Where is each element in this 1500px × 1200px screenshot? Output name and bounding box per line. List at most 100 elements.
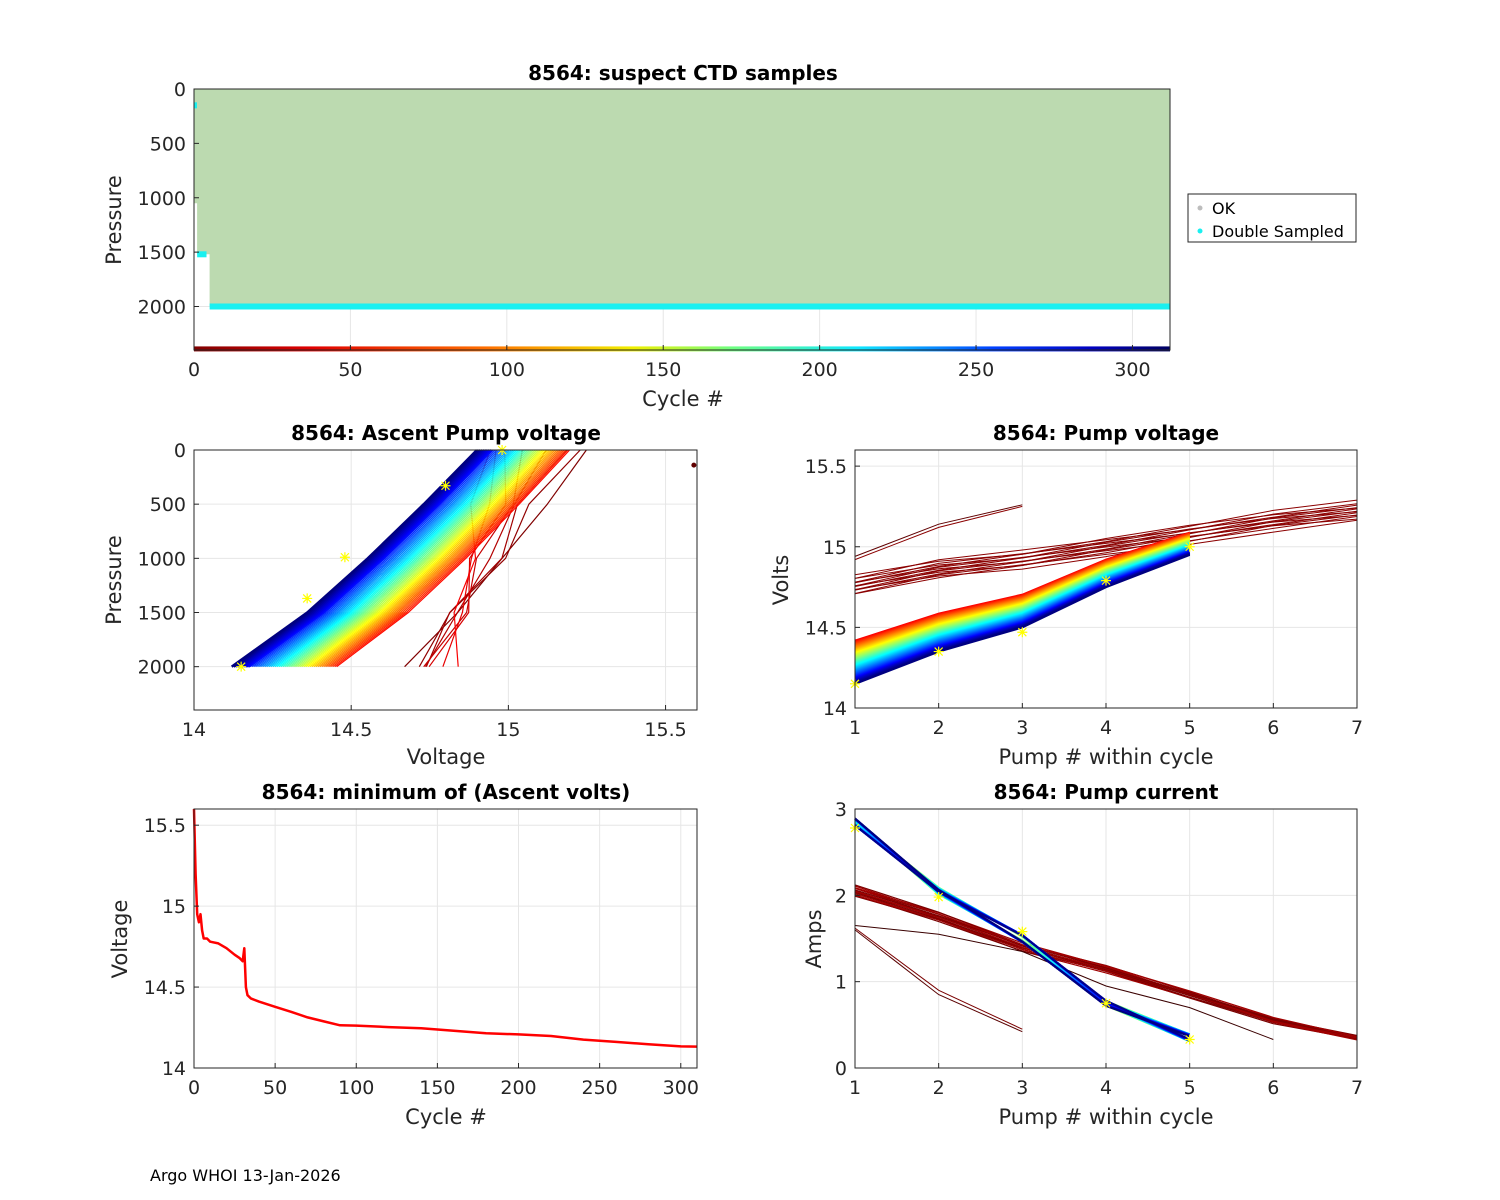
ok-samples-area: [194, 89, 1170, 307]
ascent-profile-line: [260, 449, 503, 668]
ascent-profile-line: [270, 449, 512, 668]
ascent-profile-line: [313, 449, 551, 668]
y-tick-label: 0: [174, 440, 186, 462]
profile-lines: [230, 445, 697, 672]
star-marker: [339, 552, 350, 563]
ascent-profile-line: [324, 449, 560, 668]
y-tick-label: 14.5: [144, 977, 186, 999]
star-marker: [1017, 627, 1028, 638]
x-tick-label: 4: [1100, 717, 1112, 739]
x-tick-label: 50: [263, 1077, 287, 1099]
y-tick-label: 14: [162, 1058, 186, 1080]
current-lines: [850, 817, 1358, 1045]
ticks: 14 14.5 15 15.5 0 500 1000 1500 2000: [138, 440, 687, 741]
ascent-profile-line: [305, 449, 543, 668]
x-tick-label: 2: [933, 717, 945, 739]
x-tick-label: 250: [958, 359, 994, 381]
ticks: 0 50 100 150 200 250 300 14 14.5 15 15.5: [144, 815, 699, 1099]
early-cycle-line: [854, 503, 1358, 579]
x-tick-label: 100: [489, 359, 525, 381]
y-axis-label: Pressure: [102, 175, 126, 265]
y-axis-label: Pressure: [102, 535, 126, 625]
early-current-line: [854, 885, 1358, 1038]
star-marker: [1101, 575, 1111, 586]
y-tick-label: 2000: [138, 297, 186, 319]
x-axis-label: Cycle #: [642, 387, 724, 411]
y-tick-label: 1500: [138, 603, 186, 625]
x-tick-label: 5: [1184, 717, 1196, 739]
star-marker: [1184, 1034, 1195, 1045]
short-current-line: [854, 927, 1023, 1030]
star-marker: [440, 480, 451, 491]
ascent-profile-line: [328, 449, 563, 668]
ascent-profile-line: [276, 449, 518, 668]
ascent-profile-line: [284, 449, 525, 668]
plot-frame: [193, 449, 698, 711]
ascent-profile-line: [266, 449, 509, 668]
x-tick-label: 15: [496, 719, 520, 741]
ascent-profile-line: [256, 449, 500, 668]
x-tick-label: 6: [1267, 717, 1279, 739]
ctd-samples-panel: 8564: suspect CTD samples 0 50 100 150 200 25…: [102, 61, 1357, 411]
x-axis-label: Voltage: [407, 745, 486, 769]
early-cycle-line: [854, 511, 1358, 587]
ascent-pump-voltage-panel: 8564: Ascent Pump voltage 14 14.5 15 15.5 0 5…: [102, 421, 698, 769]
ascent-profile-line: [286, 449, 527, 668]
y-tick-label: 2000: [138, 657, 186, 679]
legend-ok-label: OK: [1212, 199, 1236, 218]
x-tick-label: 2: [933, 1077, 945, 1099]
double-sampled-marker: [194, 102, 197, 109]
ascent-profile-line: [315, 449, 552, 668]
ticks: 1 2 3 4 5 6 7 14 14.5 15 15.5: [805, 456, 1363, 739]
plot-area: [194, 809, 697, 1068]
x-tick-label: 300: [1114, 359, 1150, 381]
ascent-profile-line: [274, 449, 516, 668]
plot-frame: [193, 88, 1171, 351]
ascent-profile-line: [295, 449, 534, 668]
min-ascent-volts-panel: 8564: minimum of (Ascent volts) 0 50 100 15…: [108, 780, 699, 1129]
star-marker: [236, 661, 247, 672]
legend-double-label: Double Sampled: [1212, 222, 1344, 241]
x-tick-label: 4: [1100, 1077, 1112, 1099]
ascent-profile-line: [336, 449, 571, 668]
ascent-profile-line: [297, 449, 536, 668]
ascent-profile-line: [258, 449, 502, 668]
y-tick-label: 15.5: [144, 815, 186, 837]
y-tick-label: 1000: [138, 548, 186, 570]
star-marker: [1017, 926, 1028, 937]
ascent-profile-line: [299, 449, 538, 668]
x-tick-label: 100: [338, 1077, 374, 1099]
x-tick-label: 14: [182, 719, 206, 741]
pump-lines: [850, 499, 1358, 689]
y-tick-label: 15.5: [805, 456, 847, 478]
cycle-color-strip: [194, 346, 1170, 352]
y-axis-label: Amps: [802, 909, 826, 968]
ascent-profile-line: [264, 449, 507, 668]
x-tick-label: 250: [582, 1077, 618, 1099]
short-current-line: [854, 929, 1023, 1033]
x-tick-label: 0: [188, 1077, 200, 1099]
ascent-profile-line: [330, 449, 565, 668]
ticks: 0 50 100 150 200 250 300 0 500 1000 1500 2000: [138, 79, 1151, 381]
star-marker: [933, 646, 944, 657]
chart-title: 8564: minimum of (Ascent volts): [262, 780, 631, 804]
x-tick-label: 3: [1016, 717, 1028, 739]
early-cycle-line: [854, 504, 1358, 579]
chart-title: 8564: suspect CTD samples: [528, 61, 838, 85]
footer-credit: Argo WHOI 13-Jan-2026: [150, 1166, 341, 1185]
legend-double-marker: [1197, 228, 1203, 234]
ascent-profile-line: [334, 449, 569, 668]
chart-title: 8564: Pump voltage: [993, 421, 1219, 445]
y-tick-label: 500: [150, 494, 186, 516]
ascent-profile-line: [278, 449, 520, 668]
double-sampled-band: [209, 303, 1171, 310]
x-axis-label: Pump # within cycle: [999, 745, 1214, 769]
x-tick-label: 14.5: [330, 719, 372, 741]
ascent-profile-line: [293, 449, 532, 668]
ascent-profile-line: [301, 449, 540, 668]
y-tick-label: 15: [162, 896, 186, 918]
y-tick-label: 2: [835, 885, 847, 907]
chart-title: 8564: Pump current: [994, 780, 1219, 804]
